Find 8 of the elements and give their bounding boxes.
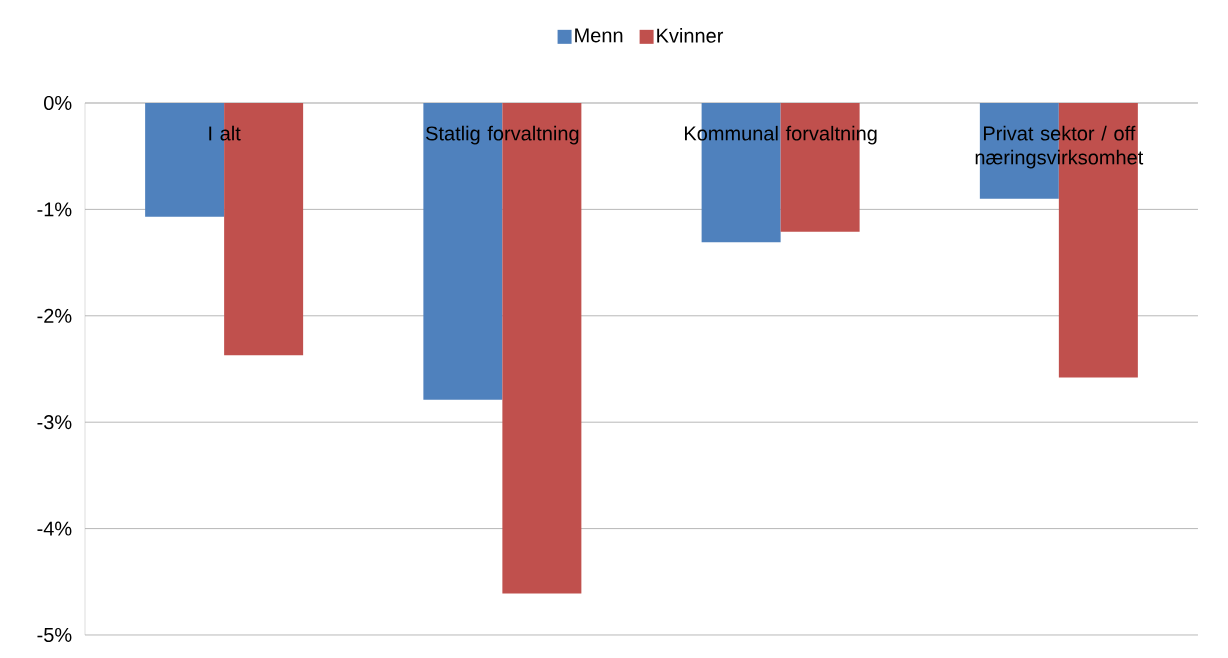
y-tick-label: -1% [37,202,72,217]
y-tick-label: 0% [44,95,72,111]
y-tick-label: -2% [37,308,72,323]
y-tick-label: -5% [37,627,72,643]
legend-label: Kvinner [657,28,724,43]
legend-label: Menn [575,28,623,43]
y-tick-label: -3% [37,415,72,430]
y-tick-label: -4% [37,521,72,536]
